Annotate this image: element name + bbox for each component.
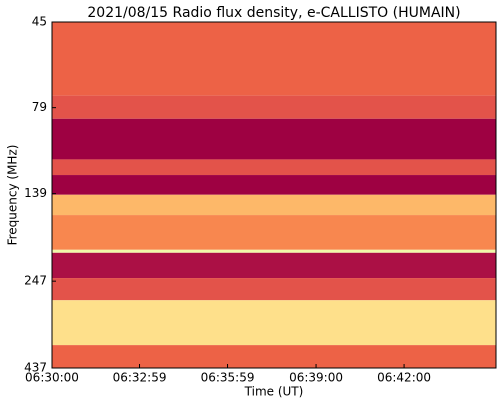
spectrum-band [52, 249, 496, 253]
x-tick-label: 06:32:59 [113, 371, 167, 385]
y-tick-label: 79 [32, 100, 47, 114]
spectrum-band [52, 194, 496, 216]
y-tick-label: 247 [24, 274, 47, 288]
y-tick-label: 437 [24, 361, 47, 375]
spectrum-band [52, 22, 496, 96]
y-tick-label: 45 [32, 15, 47, 29]
plot-frame [51, 21, 497, 369]
x-tick-label: 06:30:00 [25, 371, 79, 385]
spectrum-band [52, 95, 496, 119]
x-axis-label: Time (UT) [244, 385, 304, 399]
x-tick-label: 06:39:00 [289, 371, 343, 385]
spectrum-band [52, 300, 496, 346]
spectrum-band [52, 118, 496, 160]
y-axis-label: Frequency (MHz) [6, 145, 20, 246]
spectrum-band [52, 345, 496, 368]
chart-title: 2021/08/15 Radio flux density, e-CALLIST… [87, 5, 460, 21]
spectrum-band [52, 252, 496, 279]
spectrum-band [52, 215, 496, 250]
y-tick-label: 139 [24, 186, 47, 200]
x-tick-label: 06:42:00 [377, 371, 431, 385]
spectrum-band [52, 159, 496, 176]
spectrum-band [52, 175, 496, 195]
x-tick-label: 06:35:59 [201, 371, 255, 385]
spectrum-band [52, 278, 496, 301]
